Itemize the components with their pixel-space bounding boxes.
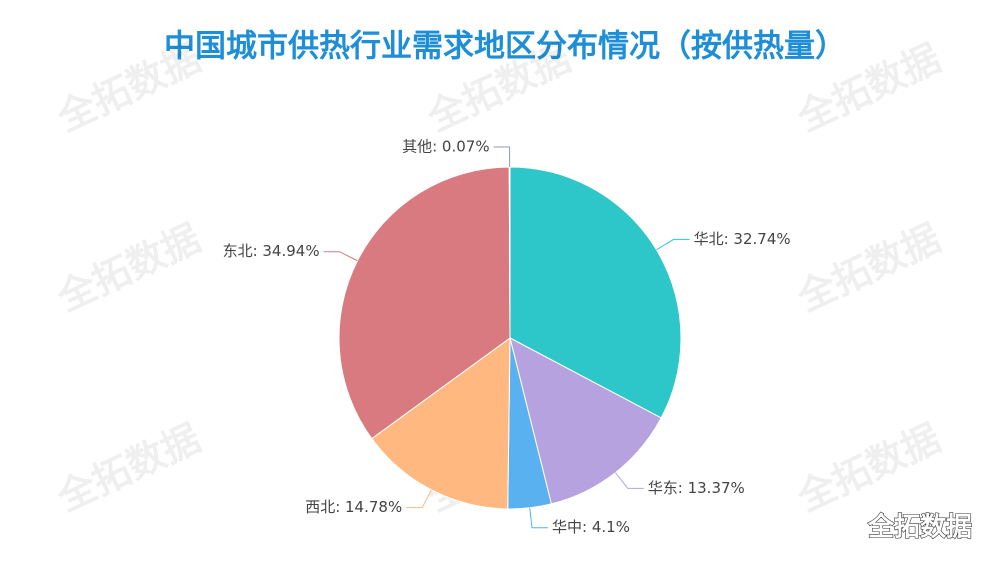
data-label: 华北: 32.74% (694, 230, 791, 248)
watermark: 全拓数据 (50, 36, 207, 141)
pie-slice (338, 166, 511, 440)
leader-line (493, 146, 511, 168)
leader-line (406, 489, 432, 509)
watermark: 全拓数据 (50, 216, 207, 321)
watermark: 全拓数据 (790, 416, 947, 521)
watermark: 全拓数据 (50, 416, 207, 521)
data-label: 华中: 4.1% (552, 518, 630, 536)
pie-slice (371, 337, 511, 510)
pie-slice (508, 166, 511, 339)
pie: 华北: 32.74% 华东: 13.37% 华中: 4.1% 西北: 14.78% 东北… (223, 138, 791, 537)
leader-line (615, 472, 644, 489)
leader-line (656, 238, 690, 251)
data-label: 东北: 34.94% (223, 242, 320, 260)
leader-line (323, 251, 358, 262)
data-label: 其他: 0.07% (402, 138, 489, 156)
data-label: 西北: 14.78% (305, 498, 402, 516)
brand: 全拓数据 (867, 512, 972, 543)
leader-line (529, 507, 549, 529)
pie-slice (509, 166, 682, 419)
chart-title: 中国城市供热行业需求地区分布情况（按供热量） (164, 29, 846, 65)
data-label: 华东: 13.37% (648, 479, 745, 497)
watermark: 全拓数据 (790, 216, 947, 321)
